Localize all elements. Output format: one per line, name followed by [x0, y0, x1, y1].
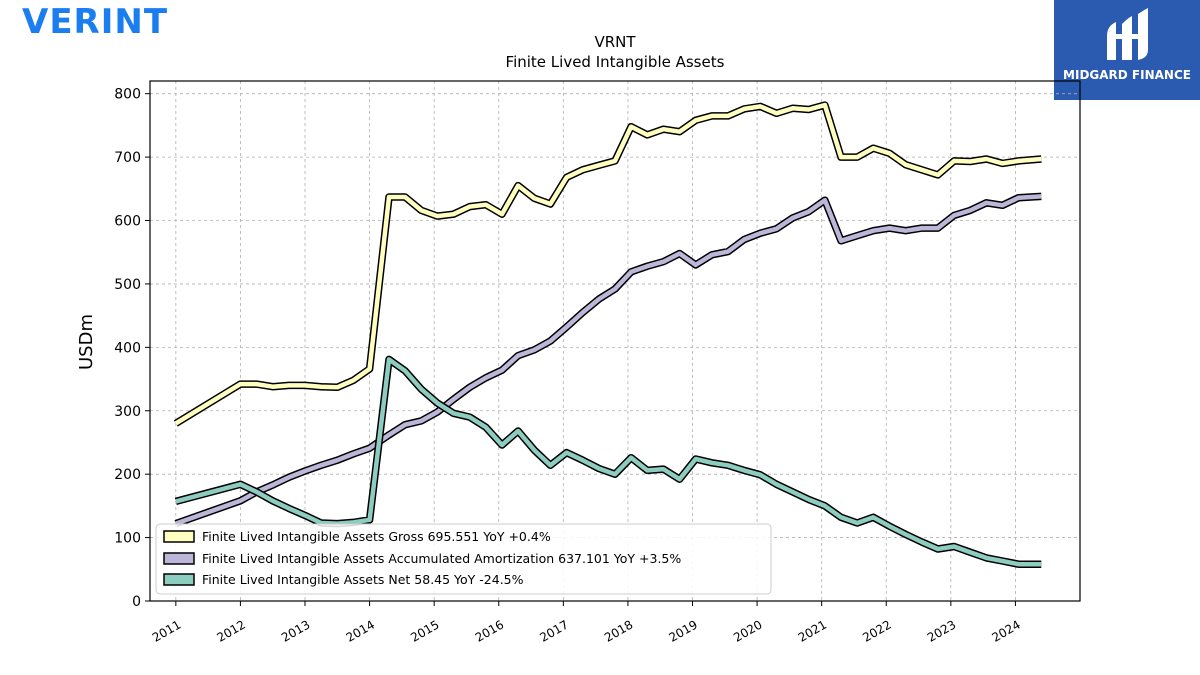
legend-swatch-gross [163, 530, 195, 543]
plot-frame [149, 80, 1081, 602]
x-tick-label: 2017 [537, 617, 570, 644]
publisher-name: MIDGARD FINANCE [1063, 68, 1191, 82]
x-tick-label: 2012 [214, 617, 247, 644]
y-tick-label: 800 [114, 87, 141, 103]
chart-title: VRNT [594, 33, 636, 51]
y-tick-label: 200 [114, 467, 141, 483]
y-tick-label: 300 [114, 404, 141, 420]
x-tick-label: 2015 [408, 617, 441, 644]
series-line-outline [173, 101, 1042, 427]
legend-box [155, 523, 772, 595]
x-tick-label: 2013 [279, 617, 312, 644]
x-tick-label: 2014 [344, 617, 377, 644]
y-axis-ticks: 0 100 200 300 400 500 600 700 800 [114, 87, 150, 610]
x-tick-label: 2011 [150, 617, 183, 644]
legend-label-net: Finite Lived Intangible Assets Net 58.45… [202, 572, 524, 587]
publisher-logo-icon [1107, 8, 1148, 60]
series-line-fill [174, 102, 1042, 426]
y-tick-label: 0 [132, 594, 141, 610]
x-tick-label: 2019 [667, 617, 700, 644]
legend-swatch-net [163, 573, 195, 586]
legend-label-gross: Finite Lived Intangible Assets Gross 695… [202, 529, 551, 544]
legend-entry-net: Finite Lived Intangible Assets Net 58.45… [163, 572, 524, 587]
brand-logo: VERINT [22, 2, 169, 42]
series-line-net [174, 355, 1042, 568]
legend-entry-gross: Finite Lived Intangible Assets Gross 695… [163, 529, 551, 544]
series-line-fill [175, 194, 1042, 526]
chart-subtitle: Finite Lived Intangible Assets [506, 53, 725, 71]
x-tick-label: 2016 [473, 617, 506, 644]
x-tick-label: 2020 [731, 617, 764, 644]
legend: Finite Lived Intangible Assets Gross 695… [155, 523, 772, 595]
legend-label-amortization: Finite Lived Intangible Assets Accumulat… [202, 551, 681, 566]
x-tick-label: 2024 [989, 617, 1022, 644]
x-tick-label: 2018 [602, 617, 635, 644]
y-tick-label: 700 [114, 150, 141, 166]
legend-entry-amortization: Finite Lived Intangible Assets Accumulat… [163, 551, 681, 566]
y-tick-label: 600 [114, 214, 141, 230]
x-tick-label: 2023 [925, 617, 958, 644]
series-line-fill [175, 357, 1042, 567]
series-line-amortization [174, 192, 1042, 528]
y-tick-label: 500 [114, 277, 141, 293]
legend-swatch-amortization [163, 552, 195, 565]
y-tick-label: 100 [114, 531, 141, 547]
y-tick-label: 400 [114, 340, 141, 356]
series-line-gross [173, 101, 1042, 427]
x-tick-label: 2022 [860, 617, 893, 644]
x-tick-label: 2021 [796, 617, 829, 644]
x-axis-ticks: 2011 2012 2013 2014 2015 2016 2017 2018 2019 2020… [150, 601, 1023, 645]
publisher-badge: MIDGARD FINANCE [1054, 0, 1200, 100]
y-axis-label: USDm [76, 314, 97, 370]
series-lines [173, 101, 1042, 568]
